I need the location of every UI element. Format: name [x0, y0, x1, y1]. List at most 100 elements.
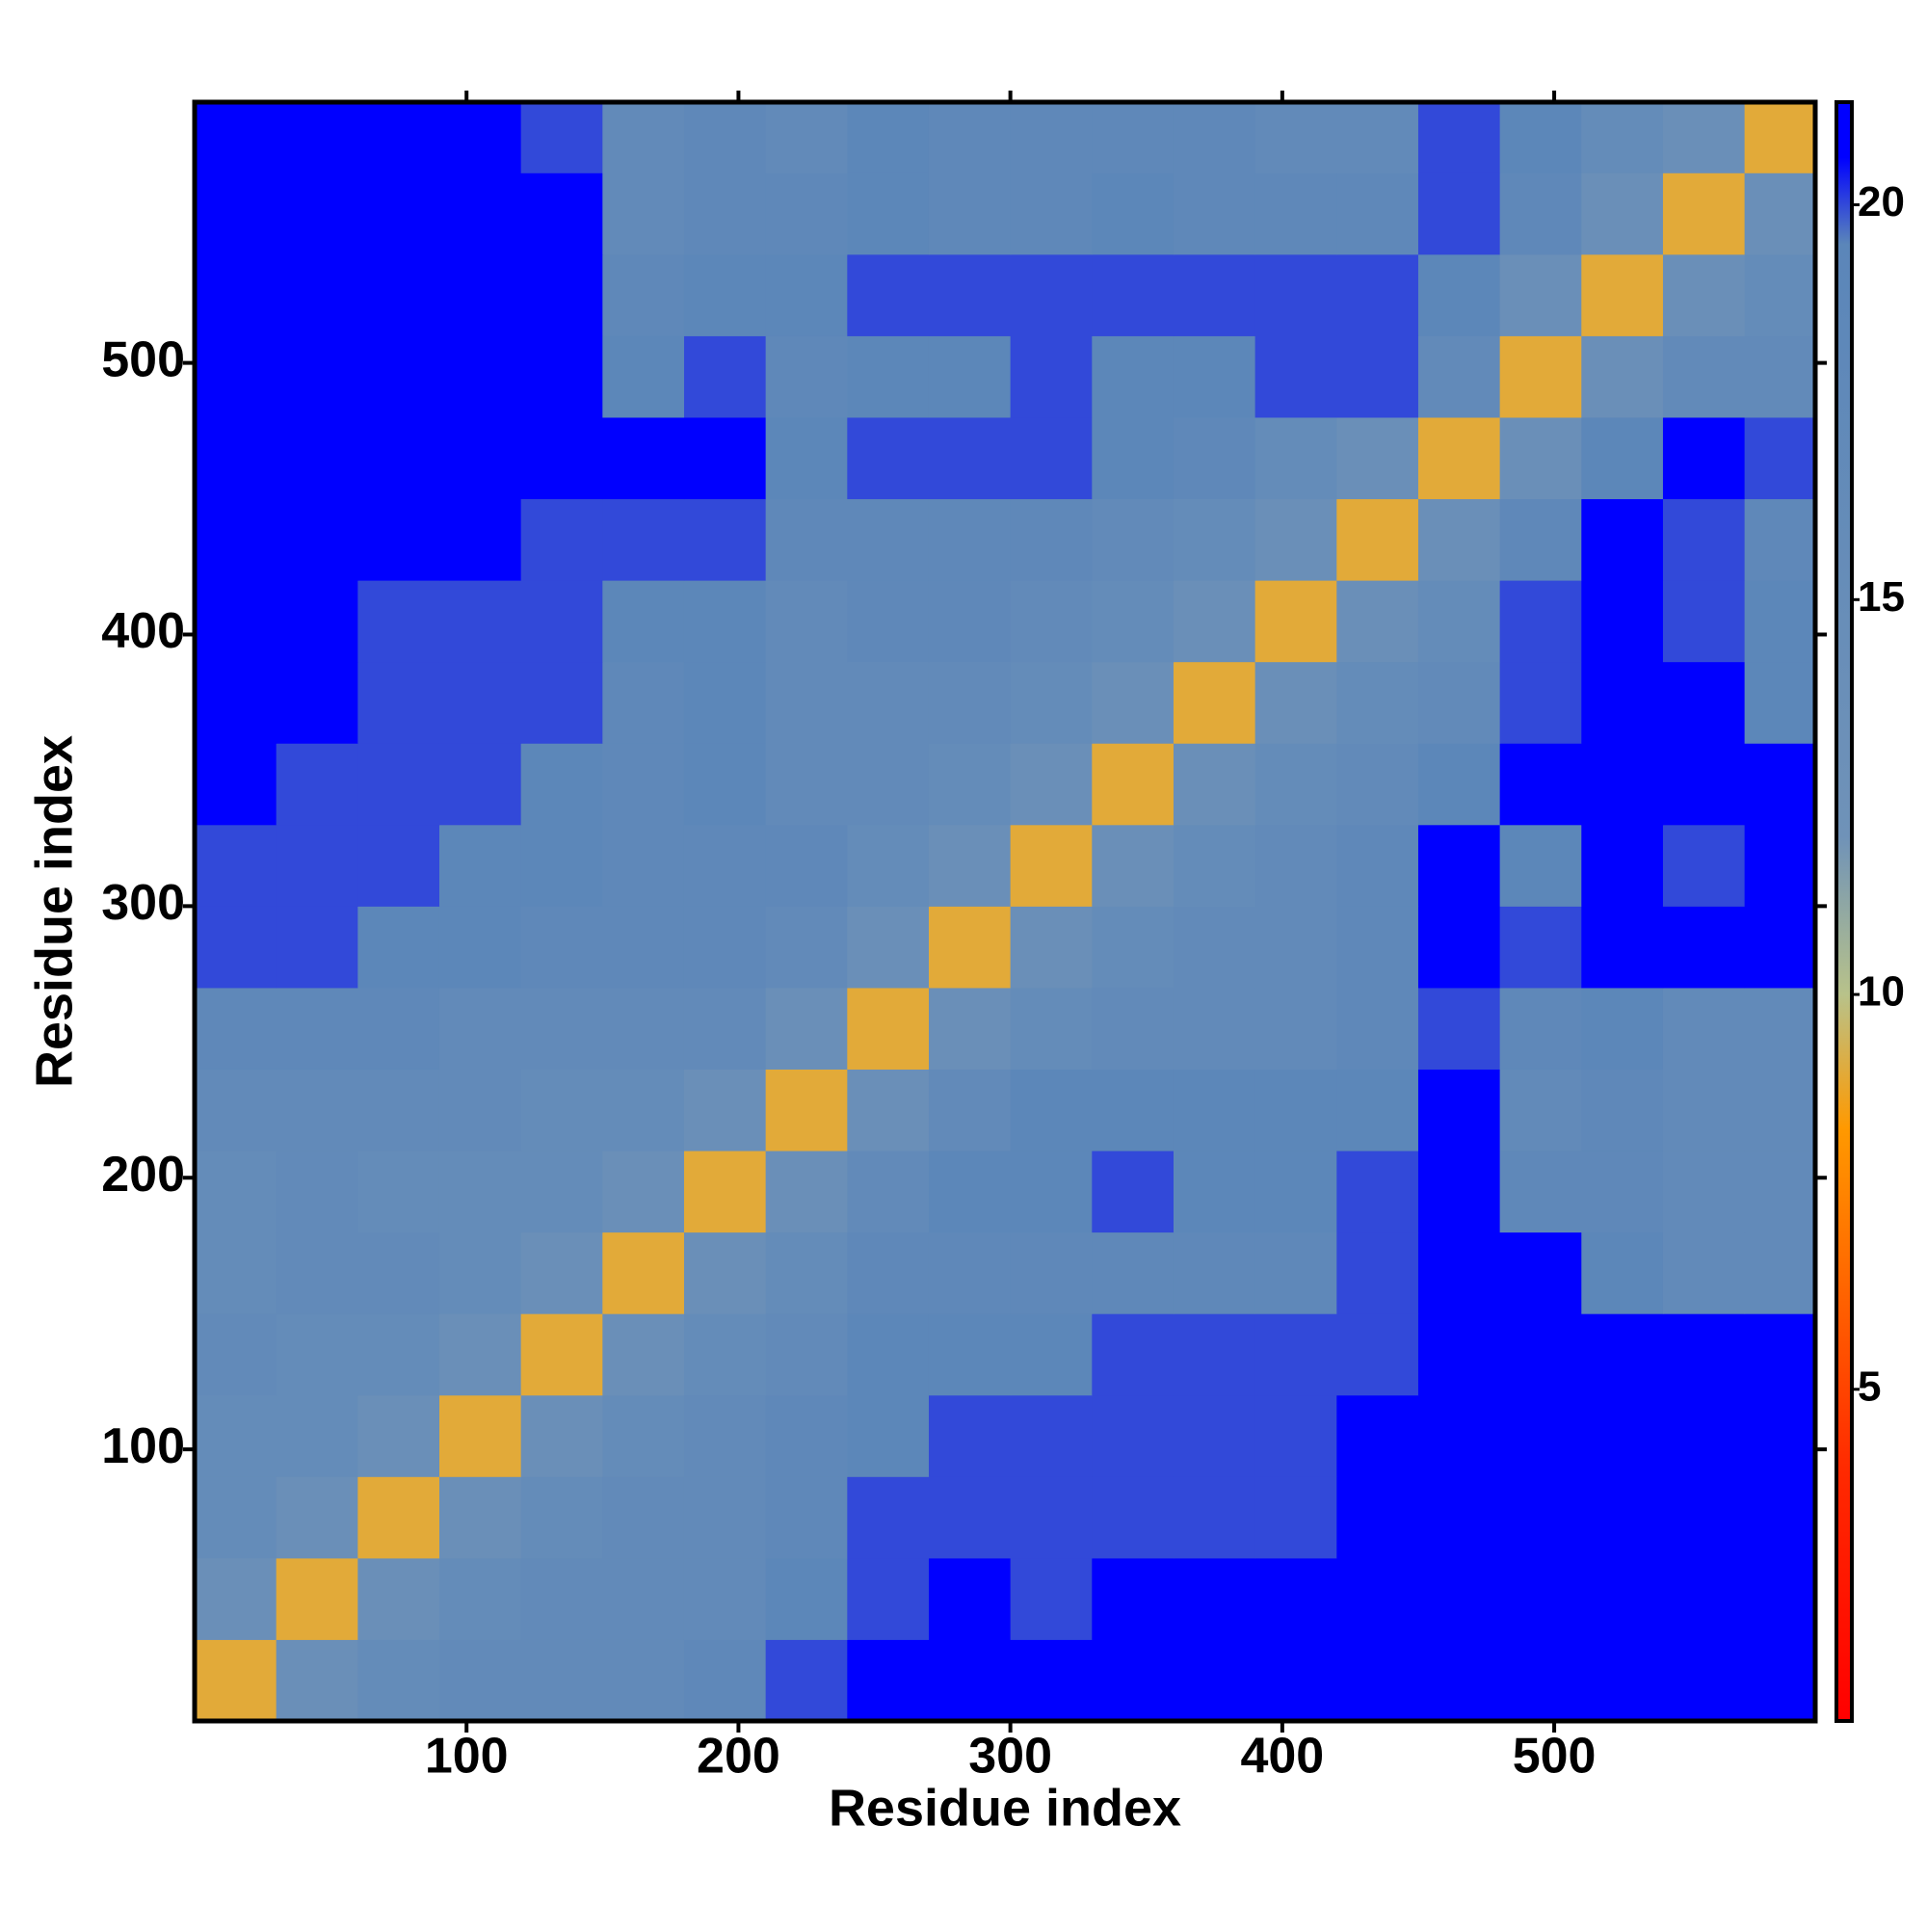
- heatmap-cell: [195, 335, 277, 418]
- heatmap-cell: [683, 1557, 767, 1640]
- heatmap-cell: [683, 661, 767, 744]
- heatmap-cell: [765, 1394, 848, 1477]
- heatmap-cell: [1662, 987, 1746, 1070]
- heatmap-cell: [1744, 824, 1815, 907]
- heatmap-cell: [1581, 416, 1664, 500]
- heatmap-cell: [765, 743, 848, 826]
- heatmap-cell: [438, 253, 522, 336]
- colorbar-tick-label: 5: [1858, 1363, 1881, 1410]
- heatmap-cell: [602, 743, 685, 826]
- colorbar-tick-label: 15: [1858, 573, 1905, 621]
- heatmap-cell: [928, 1151, 1012, 1233]
- heatmap-cell: [1417, 906, 1501, 989]
- heatmap-cell: [1417, 1231, 1501, 1314]
- heatmap-cell: [276, 580, 358, 663]
- heatmap-cell: [928, 1231, 1012, 1314]
- heatmap-cell: [1417, 335, 1501, 418]
- heatmap-cell: [520, 743, 603, 826]
- heatmap-cell: [1744, 743, 1815, 826]
- heatmap-cell: [1662, 498, 1746, 581]
- heatmap-cell: [1417, 1151, 1501, 1233]
- heatmap-cell: [1254, 661, 1337, 744]
- heatmap-cell: [357, 102, 440, 173]
- heatmap-cell: [847, 102, 930, 173]
- heatmap-cell: [438, 1476, 522, 1559]
- heatmap-cell: [602, 987, 685, 1070]
- heatmap-cell: [1336, 498, 1419, 581]
- heatmap-cell: [520, 1069, 603, 1151]
- heatmap-cell: [1092, 416, 1175, 500]
- heatmap-cell: [1662, 1069, 1746, 1151]
- heatmap-cell: [928, 987, 1012, 1070]
- heatmap-cell: [765, 498, 848, 581]
- heatmap-cell: [195, 1069, 277, 1151]
- heatmap-cell: [1499, 824, 1582, 907]
- heatmap-cell: [1336, 1394, 1419, 1477]
- heatmap-cell: [357, 498, 440, 581]
- heatmap-cell: [1173, 1231, 1256, 1314]
- heatmap-cell: [276, 987, 358, 1070]
- heatmap-cell: [602, 1231, 685, 1314]
- heatmap-cell: [1581, 1557, 1664, 1640]
- heatmap-cell: [928, 416, 1012, 500]
- heatmap-cell: [1417, 498, 1501, 581]
- heatmap-cell: [520, 335, 603, 418]
- heatmap-cell: [1499, 253, 1582, 336]
- heatmap-cell: [1336, 253, 1419, 336]
- heatmap-cell: [1499, 1639, 1582, 1721]
- heatmap-cell: [1173, 661, 1256, 744]
- heatmap-cell: [1336, 987, 1419, 1070]
- heatmap-cell: [520, 1639, 603, 1721]
- heatmap-cell: [357, 1151, 440, 1233]
- heatmap-cell: [765, 416, 848, 500]
- heatmap-cell: [1254, 1476, 1337, 1559]
- y-tick-label: 400: [101, 603, 185, 659]
- heatmap-cell: [683, 1313, 767, 1396]
- heatmap-cell: [847, 1069, 930, 1151]
- colorbar-tick-label: 10: [1858, 968, 1905, 1016]
- heatmap-cell: [438, 102, 522, 173]
- heatmap-cell: [1010, 335, 1093, 418]
- y-tick-label: 300: [101, 875, 185, 931]
- heatmap-cell: [765, 335, 848, 418]
- heatmap-cell: [1581, 824, 1664, 907]
- heatmap-cell: [602, 1639, 685, 1721]
- heatmap-cell: [195, 498, 277, 581]
- heatmap-cell: [1662, 661, 1746, 744]
- heatmap-cell: [602, 102, 685, 173]
- heatmap-cell: [1336, 580, 1419, 663]
- heatmap-cell: [1173, 1313, 1256, 1396]
- heatmap-cell: [1092, 1557, 1175, 1640]
- heatmap-cell: [1581, 1394, 1664, 1477]
- heatmap-cell: [1173, 1151, 1256, 1233]
- heatmap-cell: [195, 661, 277, 744]
- heatmap-cell: [1417, 102, 1501, 173]
- heatmap-cell: [195, 1476, 277, 1559]
- heatmap-cell: [1010, 498, 1093, 581]
- heatmap-cell: [1254, 1069, 1337, 1151]
- heatmap-cell: [1092, 498, 1175, 581]
- heatmap-cell: [357, 987, 440, 1070]
- heatmap-cell: [1092, 1231, 1175, 1314]
- heatmap-cell: [602, 1557, 685, 1640]
- heatmap-cell: [602, 1069, 685, 1151]
- heatmap-cell: [357, 253, 440, 336]
- heatmap-cell: [276, 253, 358, 336]
- heatmap-cell: [1499, 743, 1582, 826]
- heatmap-cell: [1092, 1476, 1175, 1559]
- heatmap-cell: [928, 1394, 1012, 1477]
- heatmap-cell: [1010, 906, 1093, 989]
- heatmap-cell: [1092, 1069, 1175, 1151]
- heatmap-cell: [438, 1557, 522, 1640]
- heatmap-cell: [1499, 661, 1582, 744]
- heatmap-cell: [928, 335, 1012, 418]
- heatmap-cell: [1010, 416, 1093, 500]
- heatmap-cell: [1499, 1313, 1582, 1396]
- heatmap-cell: [683, 743, 767, 826]
- heatmap-cell: [438, 906, 522, 989]
- heatmap-cell: [1010, 1476, 1093, 1559]
- heatmap-cell: [195, 580, 277, 663]
- heatmap-cell: [357, 661, 440, 744]
- heatmap-cell: [276, 498, 358, 581]
- heatmap-cell: [357, 906, 440, 989]
